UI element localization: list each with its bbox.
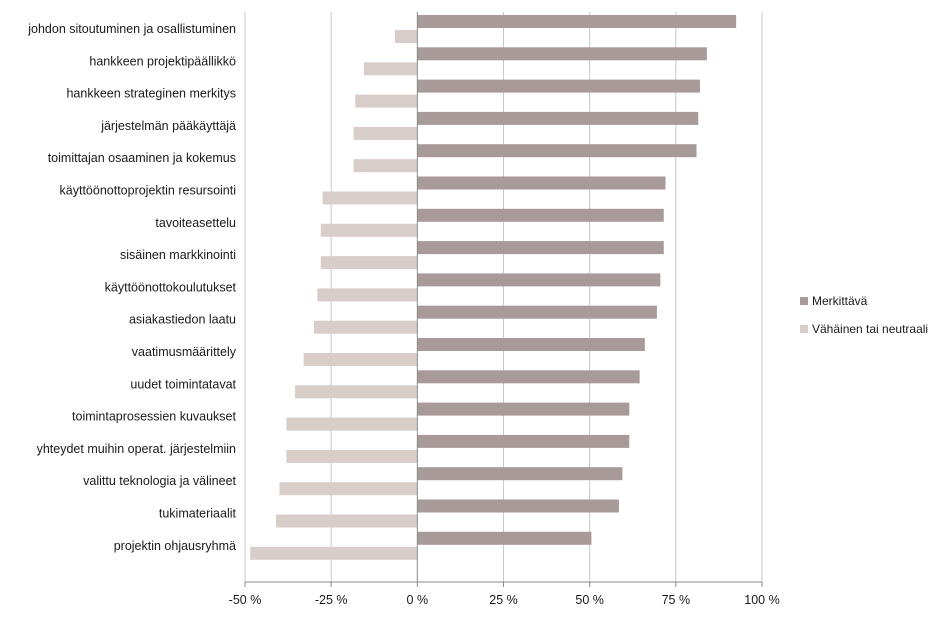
- x-tick-label: 50 %: [575, 593, 604, 607]
- category-label: tukimateriaalit: [159, 507, 237, 521]
- category-label: järjestelmän pääkäyttäjä: [100, 119, 236, 133]
- x-tick-label: 25 %: [489, 593, 518, 607]
- bar-merkittava: [417, 402, 630, 416]
- category-label: asiakastiedon laatu: [129, 313, 236, 327]
- category-label: toimintaprosessien kuvaukset: [72, 410, 236, 424]
- bar-merkittava: [417, 241, 664, 255]
- x-tick-label: 0 %: [407, 593, 429, 607]
- bar-vahainen-tai-neutraali: [322, 191, 418, 205]
- bar-merkittava: [417, 273, 661, 287]
- category-label: hankkeen strateginen merkitys: [66, 87, 236, 101]
- bar-merkittava: [417, 338, 645, 351]
- bar-vahainen-tai-neutraali: [279, 482, 418, 496]
- bar-vahainen-tai-neutraali: [303, 353, 418, 366]
- bar-merkittava: [417, 467, 623, 481]
- x-tick-label: 75 %: [662, 593, 691, 607]
- legend-swatch: [800, 297, 808, 305]
- bar-vahainen-tai-neutraali: [317, 288, 418, 302]
- bars: [250, 15, 737, 560]
- bar-vahainen-tai-neutraali: [320, 256, 418, 270]
- bar-merkittava: [417, 47, 707, 61]
- category-label: hankkeen projektipäällikkö: [89, 54, 236, 68]
- gridlines: [244, 12, 763, 582]
- bar-vahainen-tai-neutraali: [294, 385, 418, 399]
- category-label: projektin ohjausryhmä: [114, 539, 236, 553]
- category-label: yhteydet muihin operat. järjestelmiin: [37, 442, 236, 456]
- category-labels: johdon sitoutuminen ja osallistuminen han…: [27, 22, 237, 553]
- bar-merkittava: [417, 434, 630, 448]
- legend: Merkittävä Vähäinen tai neutraali: [800, 292, 950, 348]
- category-label: tavoiteasettelu: [155, 216, 236, 230]
- bar-merkittava: [417, 531, 592, 545]
- bar-vahainen-tai-neutraali: [353, 159, 418, 173]
- bar-merkittava: [417, 111, 699, 125]
- x-tick-label: 100 %: [744, 593, 779, 607]
- bar-vahainen-tai-neutraali: [355, 94, 418, 108]
- bar-vahainen-tai-neutraali: [320, 223, 418, 237]
- bar-merkittava: [417, 144, 697, 158]
- bar-vahainen-tai-neutraali: [286, 417, 418, 431]
- legend-swatch: [800, 325, 808, 333]
- bar-vahainen-tai-neutraali: [313, 320, 418, 334]
- bar-merkittava: [417, 176, 666, 190]
- bar-vahainen-tai-neutraali: [250, 546, 418, 560]
- category-label: valittu teknologia ja välineet: [83, 474, 236, 488]
- legend-label: Vähäinen tai neutraali: [812, 322, 929, 336]
- bar-merkittava: [417, 305, 657, 319]
- x-tick-label: -50 %: [229, 593, 262, 607]
- category-label: käyttöönottokoulutukset: [105, 280, 237, 294]
- bar-merkittava: [417, 15, 737, 28]
- bar-merkittava: [417, 208, 664, 222]
- bar-merkittava: [417, 79, 700, 93]
- category-label: uudet toimintatavat: [130, 377, 236, 391]
- bar-vahainen-tai-neutraali: [353, 126, 418, 140]
- category-label: käyttöönottoprojektin resursointi: [60, 184, 236, 198]
- bar-merkittava: [417, 499, 619, 513]
- bar-vahainen-tai-neutraali: [394, 30, 418, 43]
- category-label: toimittajan osaaminen ja kokemus: [48, 151, 236, 165]
- bar-vahainen-tai-neutraali: [363, 62, 418, 76]
- legend-item-merkittava: Merkittävä: [800, 292, 950, 310]
- bar-merkittava: [417, 370, 640, 384]
- bar-vahainen-tai-neutraali: [286, 449, 418, 463]
- legend-item-vahainen-tai-neutraali: Vähäinen tai neutraali: [800, 320, 950, 338]
- category-label: johdon sitoutuminen ja osallistuminen: [27, 22, 236, 36]
- legend-label: Merkittävä: [812, 294, 868, 308]
- category-label: vaatimusmäärittely: [132, 345, 237, 359]
- axes: [244, 12, 763, 587]
- tick-labels: -50 % -25 % 0 % 25 % 50 % 75 % 100 %: [229, 593, 780, 607]
- x-tick-label: -25 %: [315, 593, 348, 607]
- bar-vahainen-tai-neutraali: [276, 514, 418, 528]
- category-label: sisäinen markkinointi: [120, 248, 236, 262]
